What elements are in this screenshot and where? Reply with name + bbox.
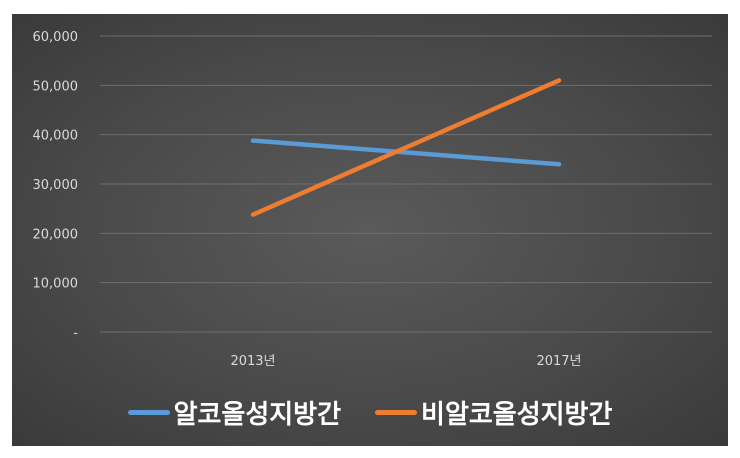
x-tick-label: 2017년 (536, 354, 581, 369)
legend-swatch-nonalcoholic (375, 410, 418, 415)
series-line-0 (250, 138, 562, 167)
series-line-1 (250, 78, 562, 217)
axis-layer: - 10,000 20,000 30,000 40,000 50,000 60,000 201… (33, 30, 582, 369)
legend-label-alcoholic: 알코올성지방간 (173, 400, 342, 430)
grid-layer (100, 35, 712, 333)
legend: 알코올성지방간 비알코올성지방간 (12, 394, 728, 431)
y-tick-label: 60,000 (33, 30, 79, 45)
y-tick-label: 10,000 (33, 277, 79, 292)
chart-area: - 10,000 20,000 30,000 40,000 50,000 60,000 201… (12, 14, 728, 446)
plot-svg: - 10,000 20,000 30,000 40,000 50,000 60,000 201… (33, 30, 712, 369)
series-layer (250, 78, 562, 217)
legend-swatch-alcoholic (127, 410, 170, 415)
y-tick-label: 40,000 (33, 129, 79, 144)
legend-label-nonalcoholic: 비알코올성지방간 (421, 400, 613, 430)
y-tick-label: 30,000 (33, 178, 79, 193)
legend-item-nonalcoholic: 비알코올성지방간 (375, 394, 612, 431)
legend-item-alcoholic: 알코올성지방간 (127, 394, 342, 431)
x-tick-label: 2013년 (230, 354, 275, 369)
y-tick-label: 20,000 (33, 227, 79, 242)
y-tick-label: - (73, 326, 78, 341)
y-tick-label: 50,000 (33, 79, 79, 94)
